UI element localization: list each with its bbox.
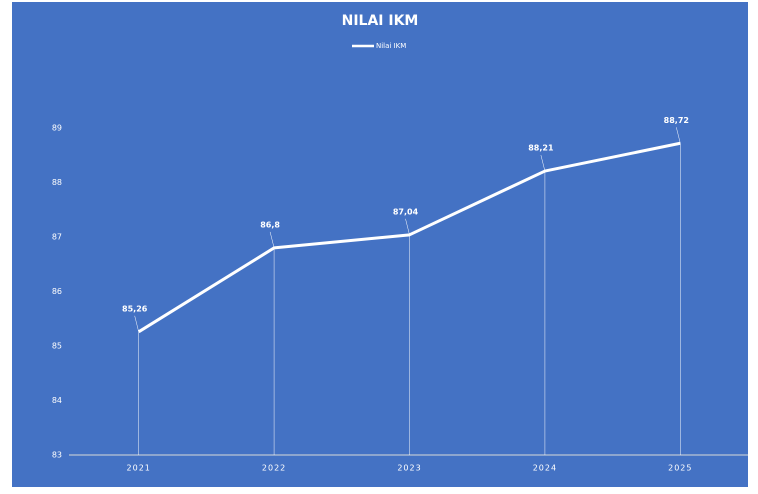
data-label: 86,8 bbox=[260, 220, 280, 229]
y-tick-label: 85 bbox=[52, 342, 62, 351]
data-label: 88,72 bbox=[664, 116, 689, 125]
y-tick-label: 86 bbox=[52, 287, 62, 296]
y-tick-label: 89 bbox=[52, 124, 62, 133]
leader-line bbox=[540, 154, 546, 172]
y-tick-label: 84 bbox=[52, 396, 62, 405]
chart-background bbox=[12, 2, 748, 487]
x-tick-label: 2021 bbox=[127, 464, 151, 473]
y-tick-label: 83 bbox=[52, 451, 62, 460]
leader-line bbox=[405, 218, 410, 235]
x-tick-label: 2024 bbox=[533, 464, 557, 473]
y-tick-label: 88 bbox=[52, 178, 62, 187]
leader-line bbox=[269, 231, 275, 248]
data-label: 87,04 bbox=[393, 207, 419, 216]
chart-title: NILAI IKM bbox=[342, 13, 419, 29]
x-tick-label: 2025 bbox=[668, 464, 692, 473]
leader-line bbox=[676, 127, 681, 144]
y-tick-label: 87 bbox=[52, 233, 62, 242]
data-label: 85,26 bbox=[122, 304, 148, 313]
x-tick-label: 2023 bbox=[397, 464, 421, 473]
data-label: 88,21 bbox=[528, 144, 554, 153]
legend-label: Nilai IKM bbox=[376, 42, 406, 50]
x-tick-label: 2022 bbox=[262, 464, 286, 473]
leader-line bbox=[134, 315, 139, 332]
